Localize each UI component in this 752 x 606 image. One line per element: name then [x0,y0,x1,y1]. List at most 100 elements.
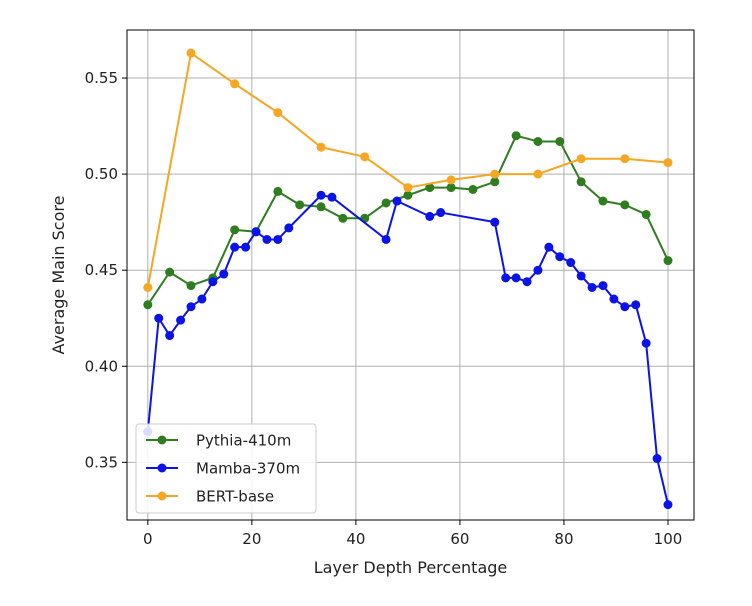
legend-marker-pythia [157,435,167,445]
data-point-mamba [652,454,662,464]
series-line-bert [146,52,669,288]
data-point-mamba [165,331,175,341]
data-point-pythia [425,183,435,193]
data-point-pythia [555,136,565,146]
y-tick-label: 0.55 [85,69,118,87]
data-point-pythia [230,225,240,235]
data-point-mamba [544,242,554,252]
y-axis-label: Average Main Score [49,196,68,355]
data-point-pythia [576,177,586,187]
legend-box [135,423,317,514]
data-point-pythia [511,131,521,141]
y-tick-label: 0.40 [85,357,118,375]
legend: Pythia-410m Mamba-370m BERT-base [135,423,317,514]
data-point-pythia [663,256,673,266]
data-point-mamba [609,294,619,304]
x-tick-label: 20 [242,530,261,548]
data-point-bert [360,152,370,162]
data-point-bert [403,183,413,193]
data-point-mamba [555,252,565,262]
data-point-pythia [620,200,630,210]
data-point-pythia [295,200,305,210]
data-point-mamba [598,281,608,291]
x-axis-ticks: 0 20 40 60 80 100 [143,520,682,548]
y-axis-ticks: 0.35 0.40 0.45 0.50 0.55 [85,69,127,471]
data-point-mamba [154,313,164,323]
data-point-pythia [273,186,283,196]
series-pythia [143,131,673,310]
data-point-mamba [316,190,326,200]
data-point-pythia [468,184,478,194]
legend-marker-bert [157,491,167,501]
data-point-mamba [284,223,294,233]
y-tick-label: 0.45 [85,261,118,279]
series-bert [143,48,673,292]
data-point-mamba [501,273,511,283]
legend-label-pythia: Pythia-410m [196,432,291,450]
data-point-mamba [587,282,597,292]
legend-marker-mamba [157,463,167,473]
legend-entry-pythia: Pythia-410m [146,432,291,450]
legend-entry-mamba: Mamba-370m [146,460,300,478]
data-point-mamba [208,277,218,287]
data-point-mamba [620,302,630,312]
data-point-pythia [403,190,413,200]
data-point-mamba [241,242,251,252]
data-point-bert [143,282,153,292]
data-point-bert [273,108,283,118]
data-point-mamba [566,258,576,268]
data-point-mamba [663,500,673,510]
data-point-mamba [197,294,207,304]
x-tick-label: 0 [143,530,153,548]
data-point-mamba [273,234,283,244]
data-point-mamba [490,217,500,227]
data-point-pythia [165,267,175,277]
data-point-bert [620,154,630,164]
data-point-bert [663,158,673,168]
data-point-pythia [316,202,326,212]
data-point-mamba [327,192,337,202]
x-tick-label: 80 [554,530,573,548]
data-point-pythia [598,196,608,206]
data-point-pythia [338,213,348,223]
data-point-bert [446,175,456,185]
legend-entry-bert: BERT-base [146,488,274,506]
data-point-mamba [251,227,261,237]
data-point-bert [316,142,326,152]
plot-frame [126,29,695,521]
data-point-mamba [186,302,196,312]
x-axis-label: Layer Depth Percentage [314,558,508,577]
data-point-mamba [436,208,446,218]
data-point-mamba [641,338,651,348]
data-point-pythia [641,209,651,219]
data-point-bert [490,169,500,179]
x-tick-label: 60 [450,530,469,548]
data-point-pythia [446,183,456,193]
data-point-mamba [392,196,402,206]
data-point-mamba [576,271,586,281]
data-point-pythia [186,281,196,291]
data-point-pythia [143,300,153,310]
data-point-mamba [533,265,543,275]
data-point-pythia [490,177,500,187]
data-point-bert [533,169,543,179]
data-point-mamba [381,234,391,244]
data-point-mamba [511,273,521,283]
data-point-mamba [230,242,240,252]
series-line-pythia [146,134,669,306]
data-point-bert [186,48,196,58]
data-point-pythia [533,136,543,146]
data-point-mamba [262,234,272,244]
legend-label-bert: BERT-base [196,488,274,506]
data-point-mamba [522,277,532,287]
series-mamba [143,190,673,510]
data-point-mamba [219,269,229,279]
series-layer [143,48,673,510]
y-tick-label: 0.35 [85,453,118,471]
data-point-mamba [176,315,186,325]
data-point-pythia [381,198,391,208]
x-tick-label: 100 [654,530,683,548]
data-point-bert [576,154,586,164]
legend-label-mamba: Mamba-370m [196,460,300,478]
data-point-mamba [425,211,435,221]
